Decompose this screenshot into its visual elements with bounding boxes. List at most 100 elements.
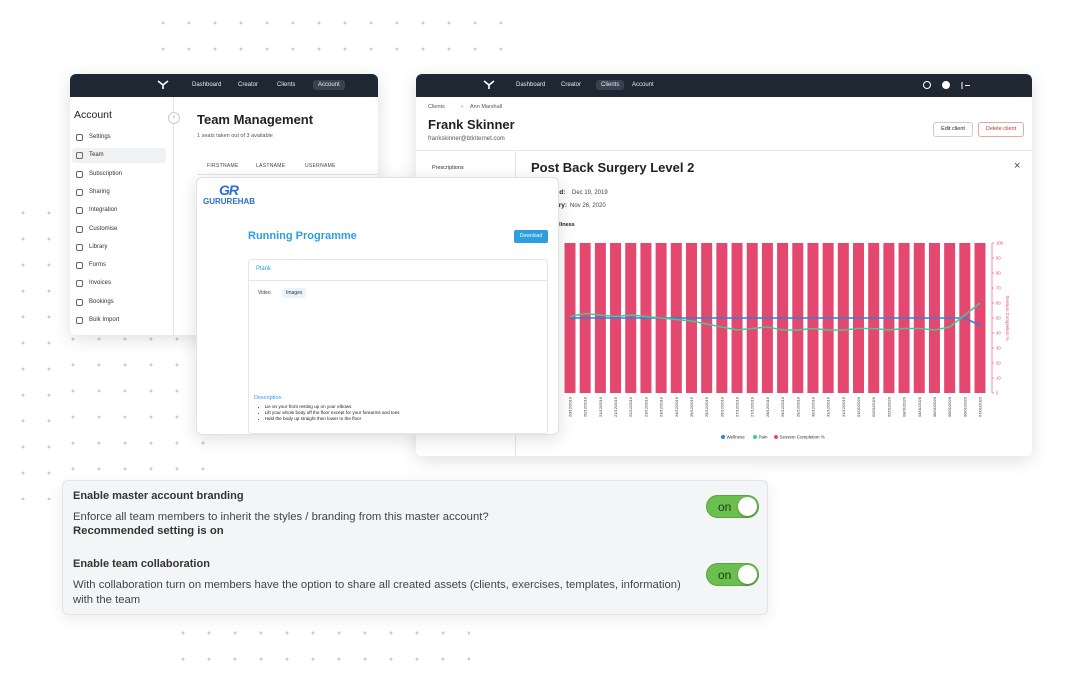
x-tick-label: 31/12/2019 (841, 396, 846, 417)
description-line: Lie on your front resting up on your elb… (258, 404, 352, 409)
tab[interactable]: Video (258, 290, 271, 296)
toggle-label: on (718, 568, 732, 582)
nav-item[interactable]: Dashboard (516, 82, 546, 88)
x-tick-label: 31/12/2019 (826, 396, 831, 417)
x-tick-label: 01/01/2020 (856, 396, 861, 417)
menu-item[interactable]: Invoices (89, 280, 112, 287)
x-tick-label: 05/01/2020 (932, 396, 937, 417)
dot-pattern (150, 10, 520, 72)
top-bar: Dashboard Creator Clients Account (70, 74, 378, 97)
menu-item[interactable]: Subscription (89, 170, 123, 177)
description-line: Lift your whole body off the floor excep… (258, 410, 400, 415)
nav-item[interactable]: Account (313, 80, 345, 90)
menu-icon (76, 188, 83, 196)
menu-item[interactable]: Forms (89, 262, 106, 269)
menu-icon (76, 207, 83, 215)
x-tick-label: 27/12/2019 (735, 396, 740, 417)
line (570, 317, 981, 327)
y-tick-label: 100 (996, 241, 1004, 246)
divider (197, 174, 378, 175)
menu-item[interactable]: Library (89, 243, 108, 250)
tab-active[interactable]: Images (282, 288, 307, 298)
nav-item[interactable]: Dashboard (192, 82, 222, 88)
menu-icon (76, 225, 83, 233)
menu-icon (76, 243, 83, 251)
nav-item[interactable]: Creator (238, 82, 259, 88)
divider (249, 280, 547, 281)
x-tick-label: 29/12/2019 (780, 396, 785, 417)
menu-highlight (72, 148, 166, 164)
menu-icon (76, 152, 83, 160)
close-button[interactable]: × (1014, 160, 1021, 172)
nav-item[interactable]: Creator (561, 82, 582, 88)
y-tick-label: 80 (996, 271, 1001, 276)
toggle-label: on (718, 500, 732, 514)
breadcrumb: Clients (428, 104, 445, 110)
y-tick-label: 40 (996, 331, 1001, 336)
menu-item[interactable]: Bulk Import (89, 317, 120, 323)
edit-button[interactable]: Edit client (933, 122, 973, 137)
menu-item[interactable]: Bookings (89, 298, 114, 305)
x-tick-label: 23/12/2019 (643, 396, 648, 417)
x-tick-label: 27/12/2019 (750, 396, 755, 417)
setting-text: With collaboration turn on members have … (73, 579, 681, 606)
x-tick-label: 07/01/2020 (978, 396, 983, 417)
x-tick-label: 25/12/2019 (704, 396, 709, 417)
legend-label: Pain (759, 435, 769, 440)
x-tick-label: 29/12/2019 (795, 396, 800, 417)
download-button[interactable]: Download (514, 230, 548, 243)
x-tick-label: 20/12/2019 (583, 396, 588, 417)
setting-note: Recommended setting is on (73, 525, 224, 537)
column-header: USERNAME (305, 163, 336, 169)
section-label: Prescriptions (432, 165, 464, 171)
menu-icon (76, 170, 83, 178)
menu-item[interactable]: Customise (89, 225, 118, 232)
x-tick-label: 04/01/2020 (917, 396, 922, 417)
menu-item[interactable]: Team (89, 152, 104, 159)
toggle[interactable]: on (706, 495, 759, 518)
y-tick-label: 10 (996, 376, 1001, 381)
y-tick-label: 30 (996, 346, 1001, 351)
top-bar: Dashboard Creator Clients Account (416, 74, 1032, 97)
x-tick-label: 06/01/2020 (962, 396, 967, 417)
menu-icon (76, 134, 83, 141)
x-tick-label: 25/12/2019 (689, 396, 694, 417)
toggle[interactable]: on (706, 563, 759, 586)
x-tick-label: 30/12/2019 (810, 396, 815, 417)
logo-mark: GR (219, 182, 239, 198)
delete-button[interactable]: Delete client (978, 122, 1024, 137)
nav-item[interactable]: Clients (277, 82, 296, 88)
nav-item[interactable]: Clients (596, 80, 625, 90)
programme-title: Running Programme (248, 230, 357, 242)
divider (416, 150, 1032, 151)
setting-title: Enable team collaboration (73, 558, 210, 570)
menu-icon (76, 280, 83, 288)
y-tick-label: 70 (996, 286, 1001, 291)
line (569, 302, 981, 331)
menu-item[interactable]: Integration (89, 207, 118, 214)
menu-icon (76, 262, 83, 270)
seats-info: 1 seats taken out of 3 available (197, 133, 273, 139)
sidebar-title: Account (74, 109, 112, 121)
logo (157, 80, 169, 89)
y-tick-label: 90 (996, 256, 1001, 261)
x-tick-label: 24/12/2019 (674, 396, 679, 417)
x-tick-label: 28/12/2019 (765, 396, 770, 417)
x-tick-label: 20/12/2019 (568, 396, 573, 417)
legend-marker (753, 435, 757, 439)
menu-item[interactable]: Settings (89, 134, 111, 140)
menu-icon (76, 317, 83, 324)
collapse-button[interactable]: ‹ (168, 112, 180, 124)
legend-label: Session Completion % (780, 435, 825, 440)
legend-marker (721, 435, 725, 439)
legend-marker (774, 435, 778, 439)
setting-title: Enable master account branding (73, 490, 244, 502)
client-name: Frank Skinner (428, 117, 515, 132)
nav-item[interactable]: Account (632, 82, 654, 88)
menu-item[interactable]: Sharing (89, 188, 110, 195)
menu-icon (76, 298, 83, 306)
exercise-card: Plank Video Images (248, 259, 548, 434)
x-tick-label: 02/01/2020 (886, 396, 891, 417)
